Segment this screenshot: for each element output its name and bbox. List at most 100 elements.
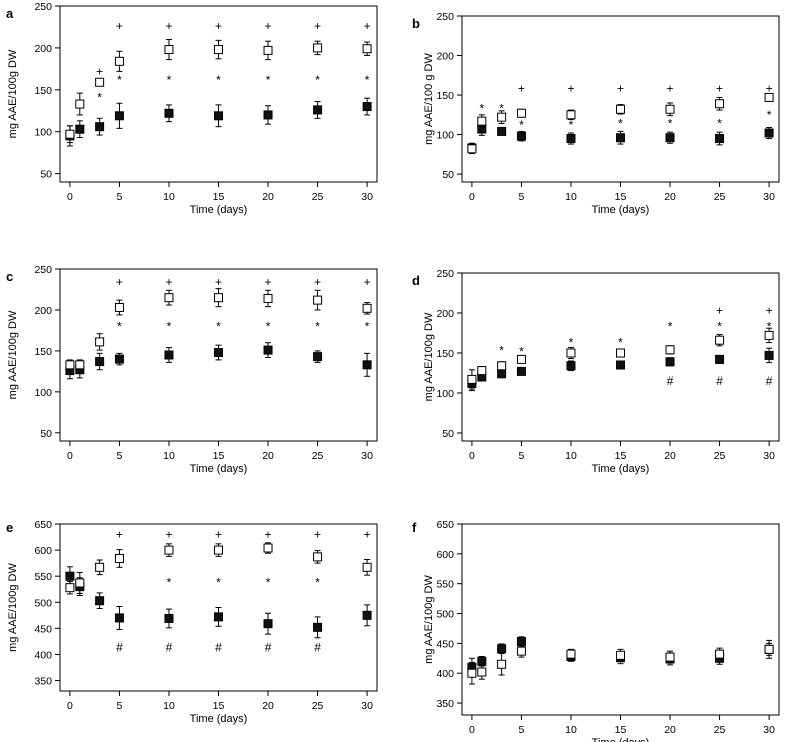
panel-letter: e bbox=[6, 520, 13, 535]
significance-mark: * bbox=[499, 344, 504, 358]
series-open bbox=[65, 288, 372, 371]
x-tick-label: 5 bbox=[519, 724, 525, 736]
filled-square-marker bbox=[114, 613, 124, 623]
open-square-marker bbox=[497, 112, 507, 122]
significance-mark: * bbox=[519, 344, 524, 358]
significance-mark: + bbox=[314, 527, 321, 541]
series-filled bbox=[65, 97, 372, 147]
y-axis-title: mg AAE/100g DW bbox=[423, 312, 435, 401]
significance-mark: # bbox=[215, 641, 222, 655]
x-tick-label: 30 bbox=[361, 191, 373, 203]
open-square-marker bbox=[164, 293, 174, 303]
x-tick-label: 15 bbox=[615, 191, 627, 203]
y-tick-label: 100 bbox=[436, 388, 454, 400]
series-open bbox=[467, 327, 774, 390]
x-tick-label: 15 bbox=[213, 191, 225, 203]
significance-mark: * bbox=[216, 575, 221, 589]
x-tick-label: 30 bbox=[361, 450, 373, 462]
filled-square-marker bbox=[263, 619, 273, 629]
x-tick-label: 0 bbox=[469, 450, 475, 462]
significance-mark: * bbox=[117, 73, 122, 87]
filled-square-marker bbox=[214, 612, 223, 622]
significance-mark: + bbox=[364, 527, 371, 541]
panel-d: d 50 100 150 200 250 0 5 10 15 20 25 30 Time (days) mg… bbox=[412, 268, 780, 475]
filled-square-marker bbox=[764, 128, 774, 138]
significance-mark: + bbox=[766, 82, 773, 96]
panel-letter: b bbox=[412, 16, 420, 31]
significance-mark: * bbox=[668, 117, 673, 131]
significance-mark: + bbox=[215, 275, 222, 289]
y-tick-label: 450 bbox=[34, 623, 52, 635]
open-square-marker bbox=[665, 652, 675, 662]
significance-mark: + bbox=[667, 82, 674, 96]
significance-mark: * bbox=[97, 90, 102, 104]
open-square-marker bbox=[516, 354, 526, 364]
open-square-marker bbox=[75, 360, 85, 370]
significance-mark: + bbox=[766, 304, 773, 318]
significance-mark: * bbox=[117, 319, 122, 333]
panel-letter: f bbox=[412, 520, 417, 535]
open-square-marker bbox=[477, 667, 487, 677]
filled-square-marker bbox=[516, 131, 526, 141]
significance-mark: + bbox=[716, 304, 723, 318]
series-open bbox=[65, 542, 372, 595]
significance-mark: * bbox=[569, 118, 574, 132]
filled-square-marker bbox=[665, 357, 675, 367]
filled-square-marker bbox=[164, 108, 174, 118]
filled-square-marker bbox=[497, 644, 507, 654]
open-square-marker bbox=[477, 116, 487, 126]
filled-square-marker bbox=[164, 613, 174, 623]
x-tick-label: 25 bbox=[714, 191, 726, 203]
x-tick-label: 30 bbox=[361, 700, 373, 712]
open-square-marker bbox=[616, 348, 625, 358]
y-tick-label: 50 bbox=[40, 428, 52, 440]
open-square-marker bbox=[715, 335, 725, 345]
x-tick-label: 30 bbox=[763, 450, 775, 462]
x-tick-label: 0 bbox=[469, 724, 475, 736]
open-square-marker bbox=[362, 303, 372, 313]
open-square-marker bbox=[616, 104, 625, 114]
y-tick-label: 400 bbox=[34, 649, 52, 661]
y-tick-label: 150 bbox=[34, 85, 52, 97]
x-tick-label: 10 bbox=[565, 191, 577, 203]
panel-letter: d bbox=[412, 273, 420, 288]
series-filled bbox=[65, 342, 372, 380]
y-axis-title: mg AAE/100g DW bbox=[7, 49, 19, 138]
y-tick-label: 50 bbox=[442, 169, 454, 181]
filled-square-marker bbox=[516, 366, 526, 376]
x-axis-title: Time (days) bbox=[592, 204, 650, 216]
y-tick-label: 500 bbox=[436, 609, 454, 621]
y-axis-title: mg AAE/100 g DW bbox=[423, 53, 435, 145]
significance-mark: * bbox=[519, 118, 524, 132]
open-square-marker bbox=[263, 45, 273, 55]
filled-square-marker bbox=[95, 596, 105, 606]
filled-square-marker bbox=[715, 134, 725, 144]
open-square-marker bbox=[214, 45, 223, 55]
open-square-marker bbox=[313, 295, 323, 305]
filled-square-marker bbox=[362, 102, 372, 112]
panel-c: c 50 100 150 200 250 0 5 10 15 20 25 30 Time (days) mg… bbox=[6, 264, 378, 475]
panel-b: b 50 100 150 200 250 0 5 10 15 20 25 30 Time (days) mg… bbox=[412, 11, 780, 216]
x-tick-label: 15 bbox=[213, 700, 225, 712]
filled-square-marker bbox=[95, 122, 105, 132]
significance-mark: * bbox=[315, 575, 320, 589]
open-square-marker bbox=[715, 99, 725, 109]
significance-mark: + bbox=[314, 19, 321, 33]
open-square-marker bbox=[362, 44, 372, 54]
x-tick-label: 5 bbox=[117, 700, 123, 712]
x-tick-label: 10 bbox=[163, 700, 175, 712]
significance-mark: * bbox=[266, 319, 271, 333]
significance-mark: * bbox=[365, 73, 370, 87]
open-square-marker bbox=[114, 302, 124, 312]
filled-square-marker bbox=[616, 133, 625, 143]
x-tick-label: 15 bbox=[213, 450, 225, 462]
open-square-marker bbox=[263, 293, 273, 303]
filled-square-marker bbox=[665, 133, 675, 143]
filled-square-marker bbox=[114, 354, 124, 364]
x-tick-label: 20 bbox=[262, 700, 274, 712]
x-axis-title: Time (days) bbox=[592, 737, 650, 742]
panel-a: a 50 100 150 200 250 0 5 10 15 20 25 30 Time (days) mg… bbox=[6, 1, 378, 216]
x-tick-label: 10 bbox=[565, 724, 577, 736]
open-square-marker bbox=[516, 646, 526, 656]
x-tick-label: 0 bbox=[469, 191, 475, 203]
